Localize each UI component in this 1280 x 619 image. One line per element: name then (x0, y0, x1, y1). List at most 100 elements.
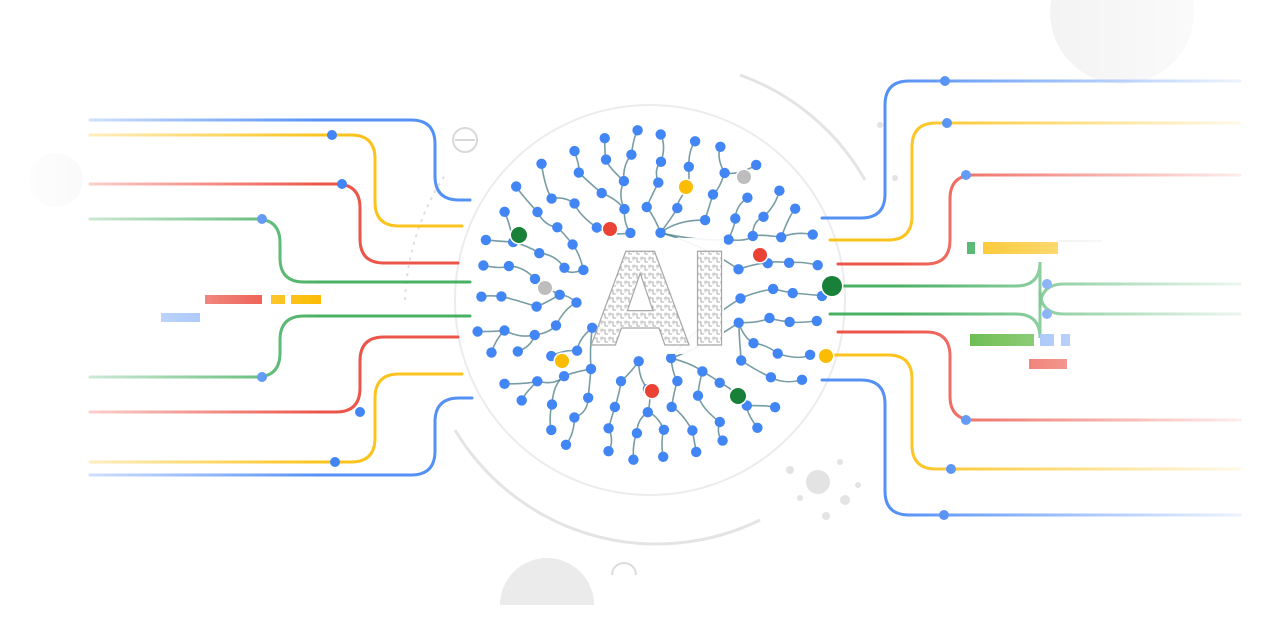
network-node (765, 372, 777, 383)
wire-dot (1042, 309, 1052, 319)
network-node (719, 167, 730, 179)
network-node (769, 402, 781, 413)
network-node (707, 189, 719, 200)
network-node (691, 446, 702, 458)
network-node (559, 262, 570, 273)
wire-dot (940, 76, 950, 86)
network-node (599, 133, 610, 144)
wire-dot (961, 170, 971, 180)
accent-node-red (753, 248, 767, 262)
network-node (552, 222, 563, 233)
network-node (554, 289, 565, 300)
network-node (692, 390, 704, 401)
network-node (807, 229, 818, 240)
accent-node-yellow (555, 354, 569, 368)
wire-right-yellow (826, 353, 1242, 471)
network-node (715, 141, 726, 152)
wire-right-blue (820, 79, 1242, 220)
network-node (714, 416, 725, 428)
branch-line (540, 163, 553, 199)
network-node (790, 203, 801, 214)
network-node (534, 248, 545, 259)
wire-dot (257, 214, 267, 224)
wire-dot (961, 415, 971, 425)
network-node (499, 206, 510, 217)
network-node (583, 392, 594, 403)
network-node (758, 211, 769, 222)
network-node (683, 161, 694, 172)
network-node (796, 374, 808, 385)
bg-small-arc-bottom (611, 562, 637, 576)
wire-left-yellow (88, 133, 464, 228)
wire-left-green (88, 314, 472, 379)
ai-emblem: AI (590, 226, 734, 376)
network-node (626, 149, 637, 160)
accent-node-dark_green (822, 276, 842, 296)
network-node (499, 325, 510, 336)
network-node (603, 446, 614, 457)
bg-circle-left (29, 153, 83, 207)
network-node (516, 395, 527, 406)
accent-node-yellow (679, 180, 693, 194)
bg-dot-cluster (786, 122, 898, 520)
wire-dot (1042, 279, 1052, 289)
network-node (632, 125, 643, 136)
network-node (480, 234, 492, 246)
network-node (642, 407, 653, 418)
network-node (736, 355, 747, 366)
network-node (558, 371, 570, 382)
network-node (631, 428, 643, 439)
network-node (735, 293, 746, 304)
network-node (578, 264, 589, 276)
wire-left-blue (88, 118, 472, 202)
network-node (655, 129, 666, 140)
network-node (787, 287, 798, 299)
wire-right-green (830, 261, 1242, 309)
network-node (687, 425, 698, 436)
network-node (733, 317, 744, 328)
network-node (672, 202, 683, 214)
wire-dot (327, 130, 337, 140)
network-node (569, 412, 580, 423)
accent-node-dark_green (730, 388, 746, 404)
network-node (772, 348, 783, 359)
network-node (546, 424, 557, 436)
network-node (804, 349, 816, 360)
network-node (658, 451, 669, 462)
network-node (733, 264, 744, 275)
network-node (532, 376, 543, 387)
wire-dot (330, 457, 340, 467)
network-node (764, 312, 775, 324)
wire-dot (257, 372, 267, 382)
network-node (618, 175, 630, 187)
network-node (615, 376, 627, 387)
wire-dot (946, 464, 956, 474)
network-node (672, 375, 683, 387)
network-node (499, 378, 510, 389)
network-node (717, 435, 728, 446)
wire-right-yellow (828, 121, 1242, 242)
network-node (536, 158, 547, 169)
bg-half-circle-bottom (500, 558, 594, 605)
network-node (689, 136, 701, 147)
network-node (747, 230, 758, 242)
network-node (571, 345, 583, 356)
network-node (641, 201, 652, 213)
network-node (560, 439, 572, 450)
network-node (748, 338, 759, 349)
network-node (531, 301, 542, 312)
network-node (511, 181, 522, 192)
network-node (655, 156, 667, 167)
network-node (573, 167, 584, 178)
network-node (658, 424, 670, 435)
wire-dot (939, 510, 949, 520)
network-node (783, 257, 795, 268)
network-node (609, 401, 621, 413)
accent-node-dark_green (511, 227, 527, 243)
branch-line (501, 295, 537, 308)
network-node (486, 347, 497, 358)
network-node (812, 260, 823, 271)
network-node (776, 232, 787, 243)
